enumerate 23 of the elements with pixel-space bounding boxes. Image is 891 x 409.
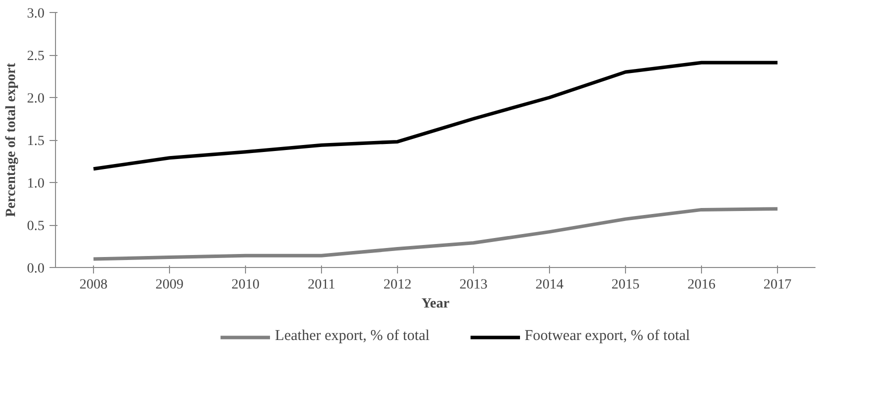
y-tick-label: 0.0 bbox=[27, 262, 44, 276]
x-tick-label: 2012 bbox=[384, 278, 412, 292]
legend-label: Footwear export, % of total bbox=[524, 328, 690, 345]
y-tick-label: 1.0 bbox=[27, 176, 44, 192]
x-tick-label: 2015 bbox=[612, 278, 640, 292]
y-tick-label: 0.5 bbox=[27, 219, 44, 234]
x-tick-label: 2008 bbox=[80, 278, 108, 292]
x-tick-label: 2011 bbox=[308, 278, 336, 292]
y-tick-label: 2.5 bbox=[27, 49, 44, 64]
x-tick-label: 2013 bbox=[460, 278, 488, 292]
x-tick-label: 2017 bbox=[764, 278, 792, 292]
line-series bbox=[92, 207, 780, 261]
y-tick-label: 1.5 bbox=[27, 134, 44, 149]
line-series bbox=[92, 60, 780, 171]
x-tick-label: 2009 bbox=[156, 278, 184, 292]
y-tick-label: 3.0 bbox=[27, 6, 44, 22]
x-tick-label: 2016 bbox=[688, 278, 716, 292]
x-tick-label: 2010 bbox=[232, 278, 260, 292]
legend-label: Leather export, % of total bbox=[275, 328, 430, 345]
x-axis-title: Year bbox=[422, 296, 450, 312]
x-tick-label: 2014 bbox=[536, 278, 564, 292]
y-axis-title: Percentage of total export bbox=[4, 62, 19, 218]
y-tick-label: 2.0 bbox=[27, 92, 44, 106]
